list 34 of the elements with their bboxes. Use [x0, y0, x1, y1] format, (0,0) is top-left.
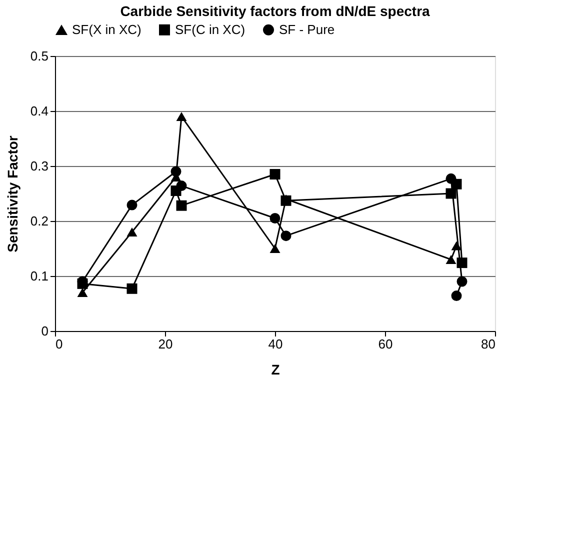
point — [451, 178, 462, 190]
x-tick-label: 20 — [158, 336, 173, 352]
point — [446, 254, 456, 264]
point — [176, 200, 187, 211]
chart-title: Carbide Sensitivity factors from dN/dE spectra — [120, 3, 430, 19]
x-tick-label: 0 — [56, 336, 63, 352]
point — [280, 230, 292, 242]
y-tick-label: 0.1 — [30, 268, 48, 284]
y-axis-title: Sensitivity Factor — [4, 135, 20, 252]
point — [170, 186, 182, 196]
legend-label: SF - Pure — [279, 22, 335, 37]
legend-label: SF(C in XC) — [175, 22, 246, 37]
point — [176, 112, 187, 122]
point — [77, 288, 88, 298]
point — [270, 244, 280, 254]
point — [456, 276, 468, 287]
y-tick-label: 0.3 — [30, 158, 48, 174]
point — [126, 283, 138, 294]
point — [126, 200, 138, 210]
point — [270, 213, 280, 224]
y-tick-label: 0.2 — [30, 214, 48, 228]
point — [126, 227, 138, 237]
point — [451, 241, 462, 250]
y-tick-label: 0 — [41, 324, 48, 338]
point — [451, 290, 462, 302]
y-tick-label: 0.5 — [30, 48, 48, 64]
y-tick-label: 0.4 — [30, 104, 48, 118]
x-tick-label: 80 — [481, 336, 496, 352]
point — [270, 169, 280, 180]
x-tick-label: 60 — [378, 336, 393, 352]
legend-label: SF(X in XC) — [72, 22, 142, 38]
x-axis-title: Z — [271, 362, 280, 378]
point — [456, 258, 468, 268]
x-tick-label: 40 — [268, 336, 283, 352]
